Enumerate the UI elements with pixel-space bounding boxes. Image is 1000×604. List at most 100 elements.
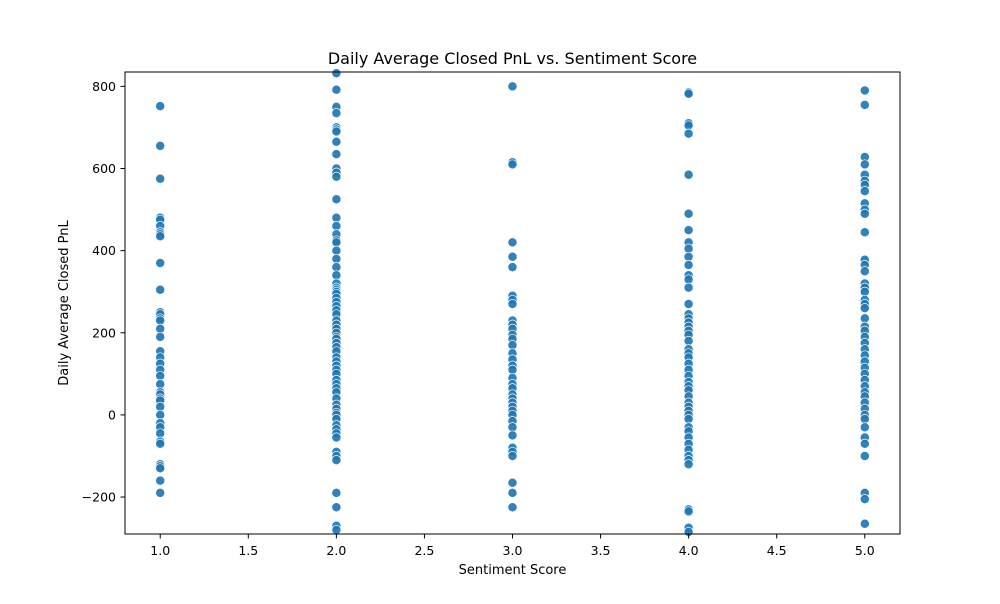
data-point: [859, 451, 870, 461]
chart-title: Daily Average Closed PnL vs. Sentiment S…: [328, 49, 697, 68]
data-point: [859, 208, 870, 219]
data-point: [155, 258, 166, 268]
data-point: [331, 262, 342, 273]
data-point: [155, 284, 166, 295]
data-point: [155, 101, 166, 112]
data-point: [683, 414, 694, 424]
data-point: [155, 409, 166, 420]
data-point: [155, 475, 166, 486]
data-point: [155, 463, 166, 474]
data-point: [859, 414, 870, 424]
data-point: [507, 502, 518, 513]
data-point: [507, 451, 518, 461]
data-point: [859, 85, 870, 96]
data-point: [859, 518, 870, 529]
data-point: [683, 243, 694, 254]
data-point: [155, 487, 166, 498]
data-point: [331, 108, 342, 119]
x-tick-label: 2.5: [414, 543, 434, 558]
data-point: [683, 260, 694, 270]
data-point: [507, 477, 518, 488]
data-point: [331, 194, 342, 205]
data-point: [331, 149, 342, 160]
x-tick-label: 3.0: [503, 543, 523, 558]
data-point: [331, 487, 342, 498]
data-points: [155, 68, 870, 537]
data-point: [507, 430, 518, 441]
data-point: [507, 299, 518, 309]
data-point: [155, 331, 166, 342]
data-point: [155, 315, 166, 326]
data-point: [683, 251, 694, 262]
data-point: [859, 422, 870, 433]
data-point: [507, 251, 518, 262]
data-point: [507, 237, 518, 248]
data-point: [683, 336, 694, 346]
data-point: [155, 428, 166, 439]
y-tick-label: −200: [82, 490, 116, 505]
x-tick-label: 4.5: [767, 543, 787, 558]
x-tick-label: 1.5: [238, 543, 258, 558]
data-point: [683, 120, 694, 131]
data-point: [331, 136, 342, 147]
data-point: [331, 68, 342, 79]
y-tick-label: 200: [92, 325, 116, 340]
x-tick-label: 4.0: [679, 543, 699, 558]
x-tick-label: 1.0: [150, 543, 170, 558]
data-point: [331, 212, 342, 223]
data-point: [859, 313, 870, 324]
data-point: [683, 225, 694, 236]
y-tick-label: 0: [108, 407, 116, 422]
data-point: [683, 299, 694, 309]
data-point: [331, 221, 342, 231]
data-point: [155, 173, 166, 184]
data-point: [331, 171, 342, 182]
y-tick-label: 800: [92, 79, 116, 94]
data-point: [331, 84, 342, 95]
y-tick-label: 600: [92, 161, 116, 176]
y-axis-label: Daily Average Closed PnL: [57, 220, 72, 386]
data-point: [683, 282, 694, 293]
data-point: [331, 502, 342, 513]
y-tick-label: 400: [92, 243, 116, 258]
data-point: [155, 323, 166, 334]
data-point: [507, 340, 518, 351]
data-point: [155, 379, 166, 390]
data-point: [331, 432, 342, 443]
data-point: [331, 524, 342, 535]
y-axis-ticks: −200 0 200 400 600 800: [82, 79, 125, 505]
data-point: [683, 274, 694, 285]
data-point: [155, 370, 166, 381]
data-point: [155, 231, 166, 242]
data-point: [331, 253, 342, 264]
data-point: [683, 459, 694, 470]
data-point: [859, 99, 870, 110]
data-point: [507, 364, 518, 375]
data-point: [859, 286, 870, 297]
data-point: [859, 303, 870, 314]
data-point: [683, 128, 694, 139]
data-point: [859, 266, 870, 277]
data-point: [507, 422, 518, 433]
data-point: [507, 159, 518, 170]
data-point: [507, 487, 518, 498]
data-point: [507, 262, 518, 273]
data-point: [683, 169, 694, 180]
data-point: [859, 494, 870, 505]
data-point: [859, 159, 870, 170]
data-point: [155, 401, 166, 412]
data-point: [331, 237, 342, 248]
data-point: [859, 227, 870, 238]
data-point: [683, 88, 694, 99]
x-axis-ticks: 1.0 1.5 2.0 2.5 3.0 3.5 4.0 4.5 5.0: [150, 534, 875, 558]
data-point: [331, 245, 342, 256]
data-point: [859, 438, 870, 449]
data-point: [155, 438, 166, 449]
data-point: [331, 455, 342, 466]
data-point: [859, 186, 870, 197]
data-point: [683, 208, 694, 219]
x-tick-label: 2.0: [326, 543, 346, 558]
data-point: [155, 140, 166, 151]
